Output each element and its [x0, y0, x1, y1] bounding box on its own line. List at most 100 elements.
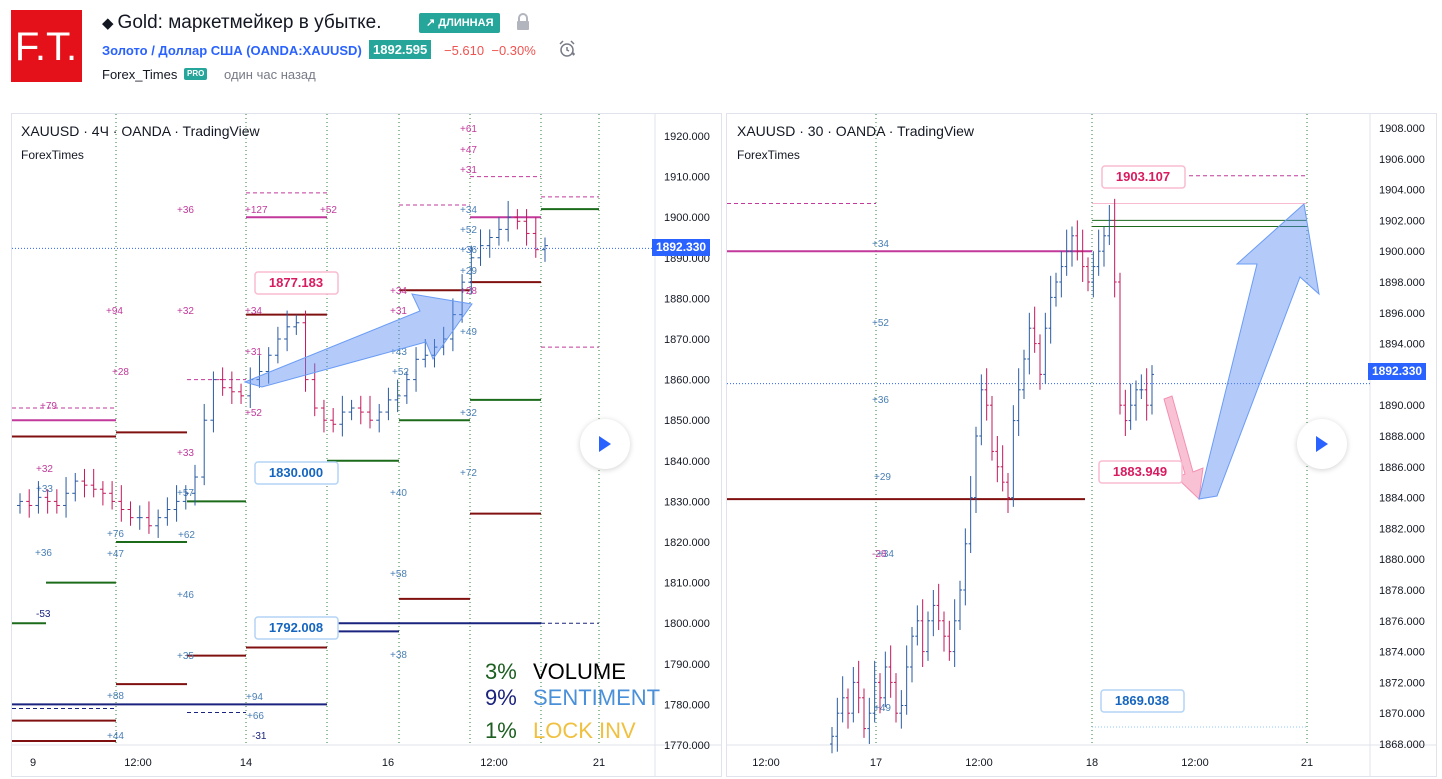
level-annotation: +43 — [390, 347, 407, 358]
price-callout — [254, 616, 339, 640]
right-chart-canvas[interactable]: 1908.000 1906.000 1904.000 1902.000 1900.000… — [727, 114, 1436, 776]
y-tick-label: 1850.000 — [664, 415, 710, 427]
price-badge: 1892.595 — [369, 40, 432, 59]
stat-sentiment-pct: 9% — [485, 685, 517, 710]
y-tick-label: 1888.000 — [1379, 431, 1425, 443]
y-tick-label: 1870.000 — [1379, 708, 1425, 720]
publish-time: один час назад — [224, 67, 316, 82]
stat-volume-label: VOLUME — [533, 659, 626, 684]
level-annotation: +58 — [390, 569, 407, 580]
level-annotation: +29 — [874, 472, 891, 483]
level-annotation: +52 — [392, 367, 409, 378]
price-change: −5.610 −0.30% — [444, 43, 536, 58]
y-tick-label: 1904.000 — [1379, 185, 1425, 197]
x-tick-label: 14 — [240, 757, 252, 769]
y-tick-label: 1920.000 — [664, 131, 710, 143]
y-tick-label: 1886.000 — [1379, 462, 1425, 474]
x-tick-label: 12:00 — [752, 757, 780, 769]
y-tick-label: 1878.000 — [1379, 585, 1425, 597]
level-annotation: +47 — [460, 145, 477, 156]
left-play-button[interactable] — [580, 419, 630, 469]
level-annotation: +34 — [390, 286, 407, 297]
level-annotation: +34 — [872, 239, 889, 250]
level-annotation: +31 — [460, 165, 477, 176]
level-annotation: +52 — [320, 205, 337, 216]
level-annotation: +46 — [177, 590, 194, 601]
y-tick-label: 1882.000 — [1379, 523, 1425, 535]
y-tick-label: 1830.000 — [664, 496, 710, 508]
level-annotation: +33 — [177, 448, 194, 459]
y-tick-label: 1780.000 — [664, 699, 710, 711]
x-tick-label: 12:00 — [480, 757, 508, 769]
y-tick-label: 1908.000 — [1379, 123, 1425, 135]
price-callout-label: 1903.107 — [1116, 169, 1170, 184]
stat-volume-pct: 3% — [485, 659, 517, 684]
level-annotation: +52 — [872, 318, 889, 329]
level-annotation: +31 — [390, 306, 407, 317]
level-annotation: +36 — [460, 245, 477, 256]
y-tick-label: 1900.000 — [664, 212, 710, 224]
symbol-link[interactable]: Золото / Доллар США (OANDA:XAUUSD) — [102, 43, 362, 58]
chart-panel-left[interactable]: 1920.000 1910.000 1900.000 1890.000 1880.000… — [11, 113, 722, 777]
y-tick-label: 1880.000 — [664, 293, 710, 305]
x-tick-label: 21 — [593, 757, 605, 769]
y-tick-label: 1896.000 — [1379, 308, 1425, 320]
y-tick-label: 1770.000 — [664, 740, 710, 752]
level-annotation: -53 — [36, 609, 51, 620]
brand-logo[interactable]: F.T. — [11, 10, 82, 82]
diamond-icon: ◆ — [102, 15, 114, 32]
level-annotation: +34 — [460, 205, 477, 216]
level-annotation: +36 — [872, 395, 889, 406]
level-annotation: +88 — [107, 691, 124, 702]
y-tick-label: 1800.000 — [664, 618, 710, 630]
left-current-price: 1892.330 — [652, 239, 711, 256]
level-annotation: +52 — [460, 225, 477, 236]
y-tick-label: 1884.000 — [1379, 493, 1425, 505]
level-annotation: +47 — [107, 549, 124, 560]
level-annotation: +29 — [460, 266, 477, 277]
y-tick-label: 1900.000 — [1379, 246, 1425, 258]
level-annotation: +34 — [245, 306, 262, 317]
level-annotation: +36 — [35, 548, 52, 559]
y-tick-label: 1820.000 — [664, 537, 710, 549]
left-chart-canvas[interactable]: 1920.000 1910.000 1900.000 1890.000 1880.000… — [12, 114, 721, 776]
stat-lockinv-pct: 1% — [485, 718, 517, 743]
level-annotation: +31 — [245, 347, 262, 358]
price-callout-label: 1792.008 — [269, 620, 323, 635]
level-annotation: +34 — [877, 549, 894, 560]
level-annotation: +72 — [460, 468, 477, 479]
stat-lockinv-label: LOCK INV — [533, 718, 636, 743]
y-tick-label: 1906.000 — [1379, 154, 1425, 166]
y-tick-label: 1874.000 — [1379, 647, 1425, 659]
author-link[interactable]: Forex_Times — [102, 67, 178, 82]
level-annotation: +32 — [460, 408, 477, 419]
y-tick-label: 1910.000 — [664, 172, 710, 184]
level-annotation: +28 — [460, 286, 477, 297]
chart-panel-right[interactable]: 1908.000 1906.000 1904.000 1902.000 1900.000… — [726, 113, 1437, 777]
y-tick-label: 1870.000 — [664, 334, 710, 346]
y-tick-label: 1872.000 — [1379, 677, 1425, 689]
y-tick-label: 1880.000 — [1379, 554, 1425, 566]
alarm-clock-icon[interactable] — [557, 39, 577, 59]
level-annotation: -28 — [872, 549, 887, 560]
price-callout-label: 1883.949 — [1113, 464, 1167, 479]
left-chart-subtitle: ForexTimes — [21, 148, 84, 162]
level-annotation: +49 — [874, 703, 891, 714]
x-tick-label: 21 — [1301, 757, 1313, 769]
level-annotation: +94 — [246, 692, 263, 703]
level-annotation: +32 — [36, 464, 53, 475]
right-play-button[interactable] — [1297, 419, 1347, 469]
down-arrow-icon — [1163, 395, 1204, 501]
y-tick-label: 1860.000 — [664, 375, 710, 387]
logo-text: F.T. — [15, 25, 77, 69]
price-callout — [254, 271, 339, 295]
price-callout-label: 1869.038 — [1115, 693, 1169, 708]
trend-arrow-icon — [243, 293, 473, 388]
x-tick-label: 12:00 — [1181, 757, 1209, 769]
lock-icon — [516, 13, 530, 31]
idea-title: ◆ Gold: маркетмейкер в убытке. — [102, 12, 381, 34]
price-callout — [254, 461, 339, 485]
pro-badge: PRO — [184, 68, 208, 80]
right-chart-subtitle: ForexTimes — [737, 148, 800, 162]
level-annotation: +28 — [112, 367, 129, 378]
